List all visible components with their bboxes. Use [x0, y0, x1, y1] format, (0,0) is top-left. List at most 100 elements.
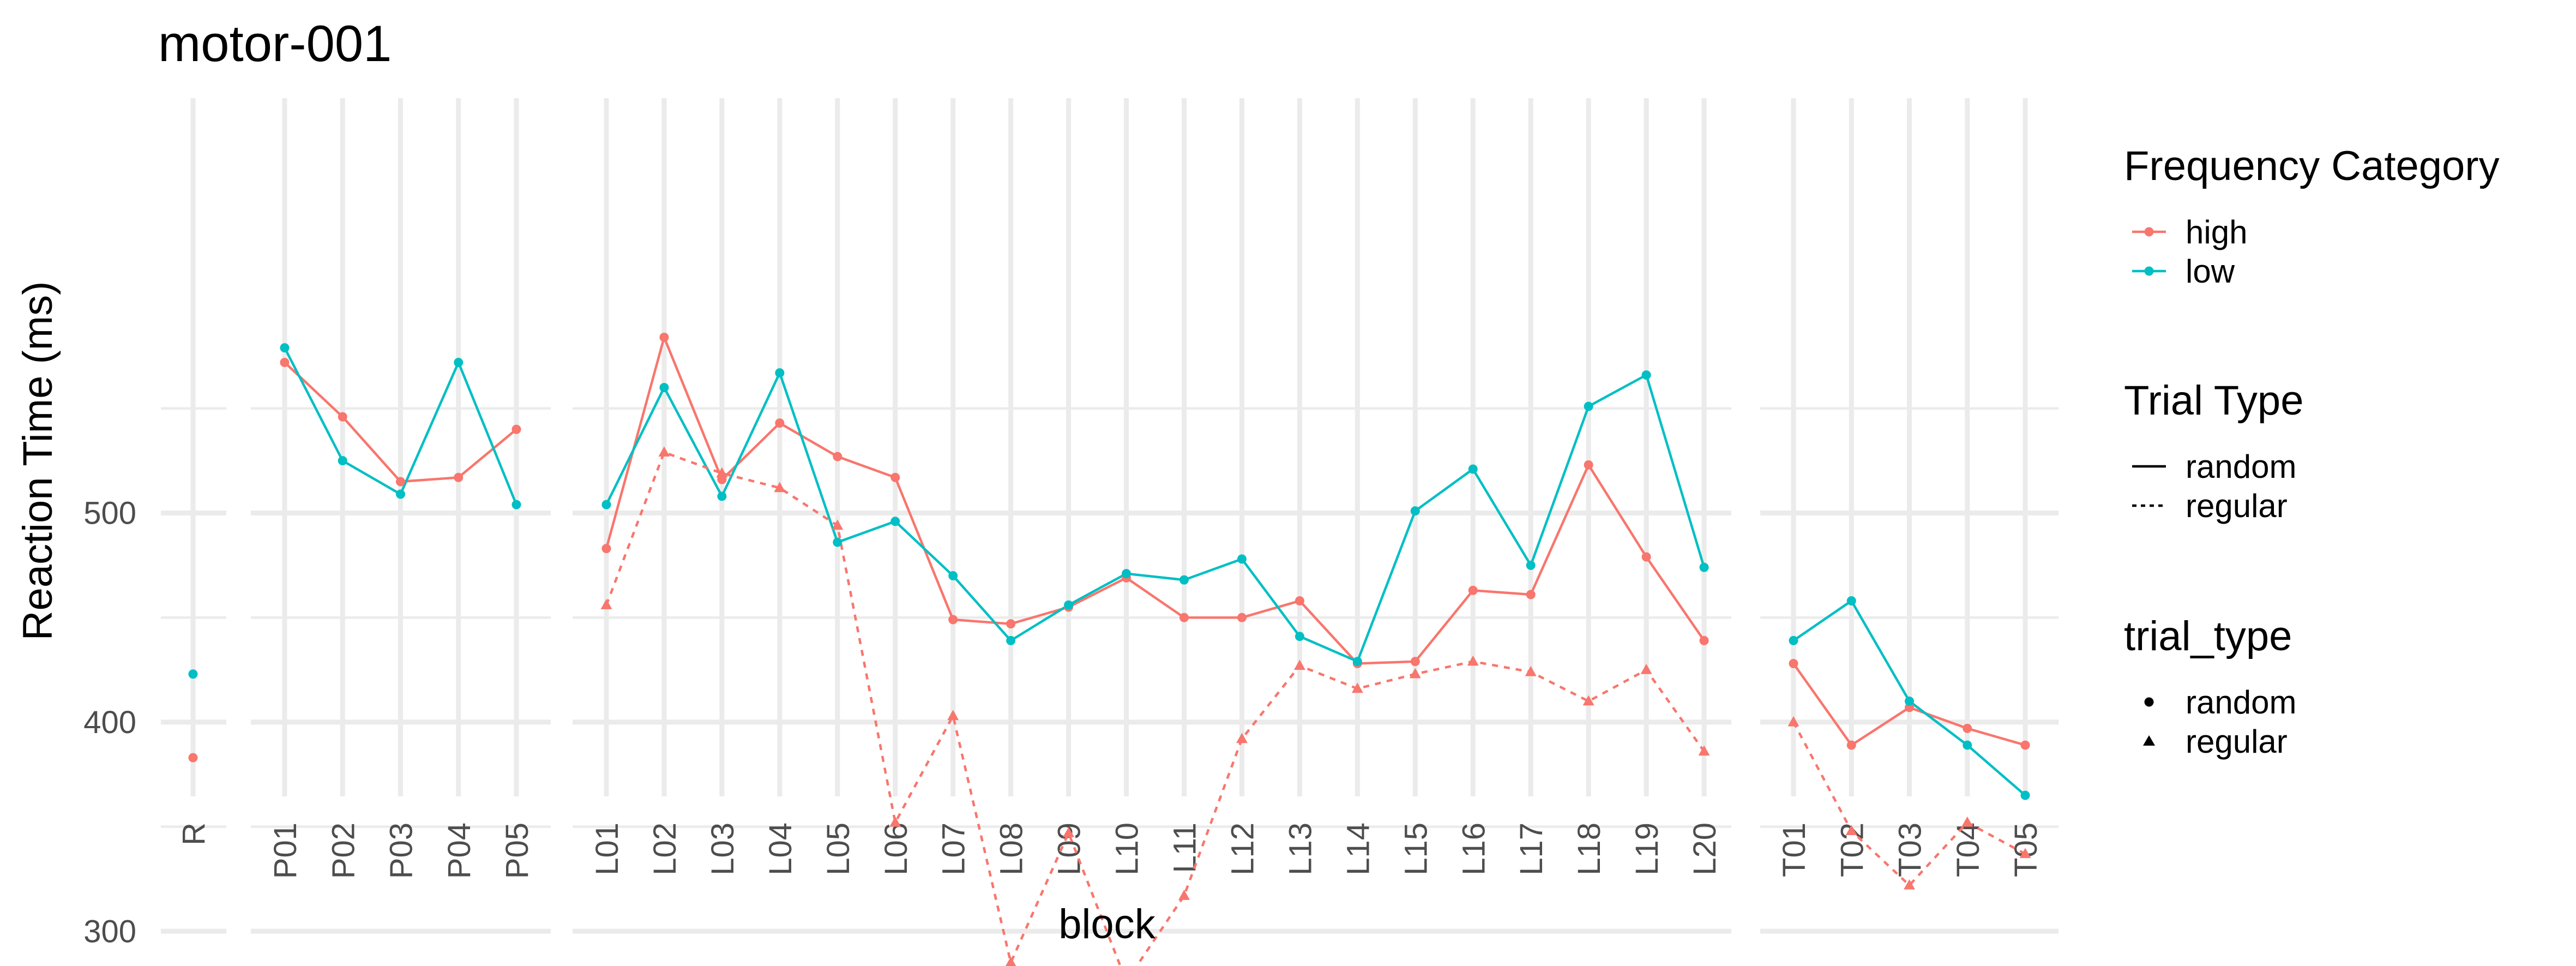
- x-tick-label: L05: [821, 823, 856, 875]
- data-point-triangle: [1351, 682, 1363, 693]
- data-point-circle: [338, 412, 347, 422]
- data-point-circle: [601, 500, 611, 509]
- x-tick-label: T04: [1951, 823, 1986, 877]
- y-tick-label: 400: [83, 705, 136, 740]
- legend-title: trial_type: [2124, 613, 2292, 659]
- data-point-triangle: [716, 467, 728, 478]
- data-point-triangle: [1582, 695, 1594, 706]
- data-point-circle: [1699, 635, 1709, 645]
- data-point-circle: [2020, 790, 2030, 800]
- x-tick-label: T03: [1893, 823, 1928, 877]
- x-tick-label: L14: [1340, 823, 1376, 875]
- data-point-circle: [1410, 506, 1420, 516]
- data-point-circle: [1641, 552, 1651, 562]
- data-point-circle: [1846, 740, 1856, 750]
- data-point-circle: [511, 500, 521, 509]
- data-point-circle: [1295, 596, 1304, 606]
- data-point-circle: [396, 489, 405, 499]
- series-line-high-regular: [605, 451, 1705, 966]
- data-point-circle: [1295, 632, 1304, 641]
- legend-key-point: [2144, 266, 2154, 276]
- x-tick-label: L20: [1687, 823, 1723, 875]
- data-point-triangle: [1409, 668, 1421, 679]
- legend-key-triangle: [2143, 735, 2155, 746]
- data-point-triangle: [1236, 733, 1248, 743]
- y-axis-ticks: 300 400 500: [83, 496, 136, 950]
- data-point-circle: [1179, 575, 1189, 585]
- legend-key-point: [2144, 227, 2154, 237]
- x-tick-label: L02: [647, 823, 683, 875]
- x-tick-label: T01: [1777, 823, 1812, 877]
- data-point-circle: [1584, 460, 1593, 470]
- data-point-circle: [511, 424, 521, 434]
- x-tick-label: P04: [442, 823, 477, 879]
- x-tick-label: L08: [994, 823, 1030, 875]
- series-line-high-random: [605, 336, 1705, 665]
- data-point-circle: [833, 452, 842, 461]
- x-tick-label: P03: [384, 823, 419, 879]
- data-point-triangle: [947, 710, 959, 721]
- data-point-circle: [1789, 659, 1798, 669]
- legend-item-label: high: [2186, 214, 2247, 250]
- data-point-circle: [1064, 600, 1074, 610]
- data-point-circle: [280, 357, 290, 367]
- gridlines: [161, 98, 2059, 934]
- data-point-triangle: [774, 482, 786, 493]
- data-point-triangle: [1698, 745, 1710, 756]
- series-points: [188, 332, 2031, 966]
- data-point-circle: [1846, 596, 1856, 606]
- x-tick-label: L10: [1110, 823, 1145, 875]
- data-point-circle: [1122, 569, 1131, 579]
- data-point-circle: [396, 477, 405, 487]
- x-tick-label: P02: [326, 823, 361, 879]
- chart-title: motor-001: [158, 15, 392, 72]
- data-point-circle: [1006, 619, 1016, 629]
- data-point-circle: [188, 669, 198, 679]
- data-point-circle: [890, 517, 900, 526]
- data-point-circle: [659, 332, 669, 342]
- x-tick-label: L17: [1514, 823, 1549, 875]
- legend-item-label: regular: [2186, 723, 2288, 760]
- data-point-triangle: [1006, 956, 1016, 966]
- data-point-triangle: [1787, 716, 1799, 727]
- data-point-circle: [1237, 554, 1247, 564]
- data-point-triangle: [1904, 879, 1915, 890]
- x-tick-label: L11: [1167, 823, 1203, 873]
- data-point-triangle: [1063, 827, 1075, 837]
- data-point-triangle: [832, 519, 844, 530]
- data-point-triangle: [1178, 890, 1190, 900]
- data-point-circle: [948, 615, 958, 625]
- series-line-low-random: [605, 371, 1706, 663]
- data-point-circle: [1905, 697, 1914, 706]
- legend-key-circle: [2144, 697, 2154, 707]
- data-point-circle: [338, 456, 347, 466]
- data-point-triangle: [889, 816, 901, 827]
- x-tick-label: L15: [1398, 823, 1434, 875]
- data-point-circle: [454, 357, 464, 367]
- x-tick-label: L18: [1572, 823, 1607, 875]
- x-tick-label: P05: [499, 823, 535, 879]
- y-tick-label: 300: [83, 914, 136, 949]
- data-point-circle: [1584, 401, 1593, 411]
- data-point-triangle: [1467, 655, 1479, 666]
- data-point-circle: [1963, 740, 1972, 750]
- data-point-circle: [1526, 590, 1536, 599]
- data-point-triangle: [658, 446, 670, 457]
- data-point-triangle: [1640, 664, 1652, 674]
- legend-item-label: random: [2186, 684, 2296, 721]
- x-tick-label: L19: [1629, 823, 1665, 875]
- legend-title: Frequency Category: [2124, 143, 2500, 189]
- data-point-circle: [775, 368, 785, 378]
- data-point-circle: [1352, 657, 1362, 667]
- data-point-circle: [1789, 635, 1798, 645]
- data-point-circle: [948, 571, 958, 581]
- data-point-triangle: [600, 599, 612, 609]
- x-tick-label: L01: [589, 823, 625, 875]
- data-point-circle: [280, 343, 290, 353]
- data-point-circle: [775, 418, 785, 428]
- data-point-circle: [1468, 585, 1478, 595]
- x-tick-label: L07: [936, 823, 972, 875]
- data-point-circle: [1006, 635, 1016, 645]
- data-point-triangle: [1961, 816, 1973, 827]
